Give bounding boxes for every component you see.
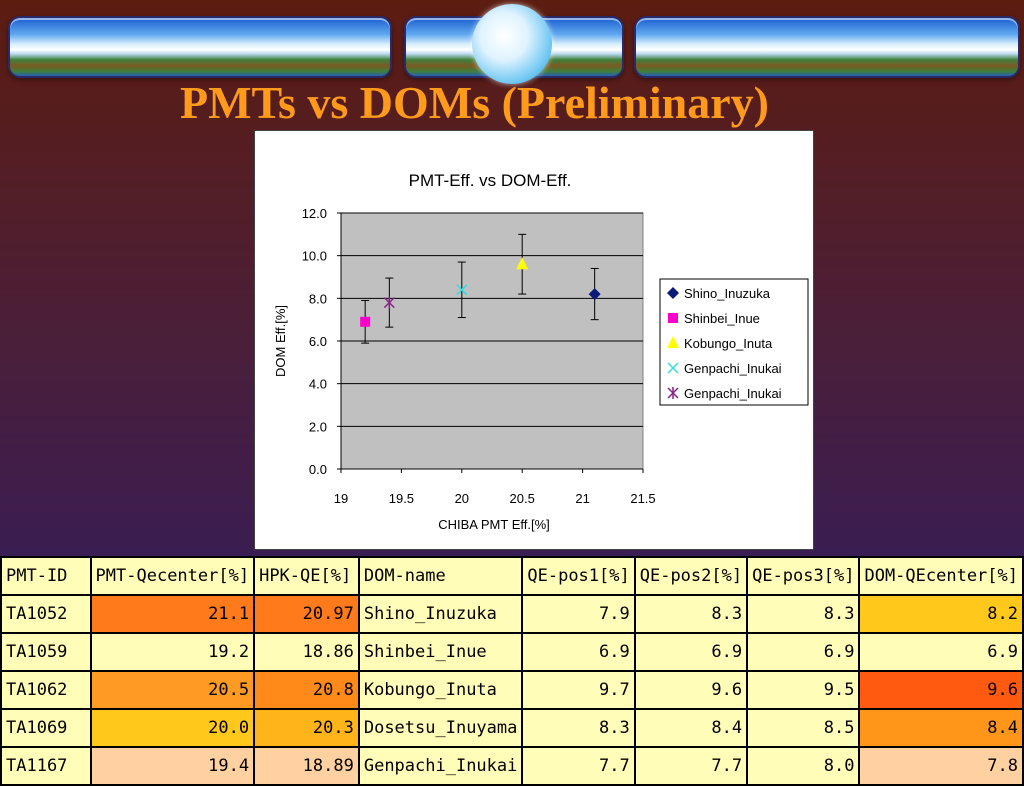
header-pmt-id: PMT-ID bbox=[0, 556, 92, 596]
header-dom-qecenter: DOM-QEcenter[%] bbox=[858, 556, 1024, 596]
cell-hpk-qe: 20.3 bbox=[253, 708, 360, 748]
cell-pmt-id: TA1059 bbox=[0, 632, 92, 672]
cell-pmt-id: TA1052 bbox=[0, 594, 92, 634]
legend-label: Genpachi_Inukai bbox=[684, 361, 782, 376]
y-tick-label: 8.0 bbox=[309, 291, 327, 306]
header-qe-pos2: QE-pos2[%] bbox=[633, 556, 749, 596]
table-row: TA1069 20.0 20.3 Dosetsu_Inuyama 8.3 8.4 8.5 8.… bbox=[0, 708, 1024, 748]
cell-qe-pos3: 8.5 bbox=[746, 708, 861, 748]
y-tick-label: 4.0 bbox=[309, 377, 327, 392]
cell-pmt-id: TA1062 bbox=[0, 670, 92, 710]
x-tick-label: 19.5 bbox=[389, 491, 414, 506]
cell-dom-qecenter: 9.6 bbox=[858, 670, 1024, 710]
legend-marker bbox=[667, 336, 679, 348]
data-point bbox=[456, 284, 468, 296]
legend-label: Shino_Inuzuka bbox=[684, 286, 771, 301]
cell-dom-qecenter: 6.9 bbox=[858, 632, 1024, 672]
y-tick-label: 2.0 bbox=[309, 419, 327, 434]
y-tick-label: 10.0 bbox=[302, 249, 327, 264]
table-row: TA1052 21.1 20.97 Shino_Inuzuka 7.9 8.3 8.3 8.2 bbox=[0, 594, 1024, 634]
x-tick-label: 20 bbox=[455, 491, 469, 506]
cell-qe-pos2: 8.4 bbox=[633, 708, 749, 748]
chart-panel: PMT-Eff. vs DOM-Eff. 0.0 2.0 4.0 6.0 8.0 10.0 1… bbox=[254, 130, 814, 550]
y-axis-label: DOM Eff.[%] bbox=[273, 305, 288, 377]
cell-dom-name: Shino_Inuzuka bbox=[357, 594, 524, 634]
cell-dom-qecenter: 7.8 bbox=[858, 746, 1024, 786]
x-tick-label: 19 bbox=[334, 491, 348, 506]
x-tick-label: 20.5 bbox=[510, 491, 535, 506]
cell-pmt-qecenter: 19.4 bbox=[89, 746, 256, 786]
cell-qe-pos1: 8.3 bbox=[521, 708, 636, 748]
cell-dom-qecenter: 8.4 bbox=[858, 708, 1024, 748]
cell-pmt-id: TA1167 bbox=[0, 746, 92, 786]
cell-dom-name: Genpachi_Inukai bbox=[357, 746, 524, 786]
cell-qe-pos1: 6.9 bbox=[521, 632, 636, 672]
cell-qe-pos2: 8.3 bbox=[633, 594, 749, 634]
header-banner-left bbox=[8, 16, 392, 78]
header-dom-name: DOM-name bbox=[357, 556, 524, 596]
x-tick-label: 21 bbox=[575, 491, 589, 506]
cell-qe-pos2: 6.9 bbox=[633, 632, 749, 672]
cell-qe-pos1: 7.7 bbox=[521, 746, 636, 786]
cell-hpk-qe: 20.8 bbox=[253, 670, 360, 710]
cell-qe-pos3: 9.5 bbox=[746, 670, 861, 710]
cell-qe-pos1: 7.9 bbox=[521, 594, 636, 634]
y-tick-label: 6.0 bbox=[309, 334, 327, 349]
cell-pmt-qecenter: 20.0 bbox=[89, 708, 256, 748]
header-pmt-qecenter: PMT-Qecenter[%] bbox=[89, 556, 256, 596]
scatter-chart: PMT-Eff. vs DOM-Eff. 0.0 2.0 4.0 6.0 8.0 10.0 1… bbox=[273, 171, 809, 532]
cell-pmt-qecenter: 21.1 bbox=[89, 594, 256, 634]
cell-dom-name: Kobungo_Inuta bbox=[357, 670, 524, 710]
cell-hpk-qe: 18.89 bbox=[253, 746, 360, 786]
cell-pmt-id: TA1069 bbox=[0, 708, 92, 748]
legend-marker bbox=[668, 313, 678, 323]
chart-title: PMT-Eff. vs DOM-Eff. bbox=[409, 171, 572, 190]
header-hpk-qe: HPK-QE[%] bbox=[253, 556, 360, 596]
table-row: TA1059 19.2 18.86 Shinbei_Inue 6.9 6.9 6.9 6.9 bbox=[0, 632, 1024, 672]
legend-label: Genpachi_Inukai bbox=[684, 386, 782, 401]
legend-label: Kobungo_Inuta bbox=[684, 336, 773, 351]
y-tick-label: 12.0 bbox=[302, 206, 327, 221]
data-table: PMT-ID PMT-Qecenter[%] HPK-QE[%] DOM-nam… bbox=[0, 556, 1024, 786]
cell-qe-pos3: 8.0 bbox=[746, 746, 861, 786]
header-qe-pos1: QE-pos1[%] bbox=[521, 556, 636, 596]
legend bbox=[659, 278, 809, 406]
cell-dom-name: Dosetsu_Inuyama bbox=[357, 708, 524, 748]
cell-hpk-qe: 18.86 bbox=[253, 632, 360, 672]
y-tick-label: 0.0 bbox=[309, 462, 327, 477]
cell-pmt-qecenter: 19.2 bbox=[89, 632, 256, 672]
cell-dom-name: Shinbei_Inue bbox=[357, 632, 524, 672]
x-tick-label: 21.5 bbox=[630, 491, 655, 506]
cell-qe-pos1: 9.7 bbox=[521, 670, 636, 710]
header-qe-pos3: QE-pos3[%] bbox=[746, 556, 861, 596]
table-row: TA1062 20.5 20.8 Kobungo_Inuta 9.7 9.6 9.5 9.6 bbox=[0, 670, 1024, 710]
x-axis-label: CHIBA PMT Eff.[%] bbox=[438, 517, 550, 532]
cell-qe-pos3: 6.9 bbox=[746, 632, 861, 672]
cell-hpk-qe: 20.97 bbox=[253, 594, 360, 634]
data-point bbox=[588, 288, 601, 301]
cell-dom-qecenter: 8.2 bbox=[858, 594, 1024, 634]
legend-label: Shinbei_Inue bbox=[684, 311, 760, 326]
cell-qe-pos2: 9.6 bbox=[633, 670, 749, 710]
header-banner-right bbox=[634, 16, 1020, 78]
data-point bbox=[516, 257, 529, 270]
table-header-row: PMT-ID PMT-Qecenter[%] HPK-QE[%] DOM-nam… bbox=[0, 556, 1024, 596]
legend-marker bbox=[667, 362, 679, 374]
page-title: PMTs vs DOMs (Preliminary) bbox=[180, 77, 769, 128]
legend-marker bbox=[667, 287, 679, 299]
data-point bbox=[360, 316, 371, 327]
globe-icon bbox=[472, 4, 552, 84]
cell-qe-pos2: 7.7 bbox=[633, 746, 749, 786]
cell-pmt-qecenter: 20.5 bbox=[89, 670, 256, 710]
cell-qe-pos3: 8.3 bbox=[746, 594, 861, 634]
table-row: TA1167 19.4 18.89 Genpachi_Inukai 7.7 7.7 8.0 7… bbox=[0, 746, 1024, 786]
